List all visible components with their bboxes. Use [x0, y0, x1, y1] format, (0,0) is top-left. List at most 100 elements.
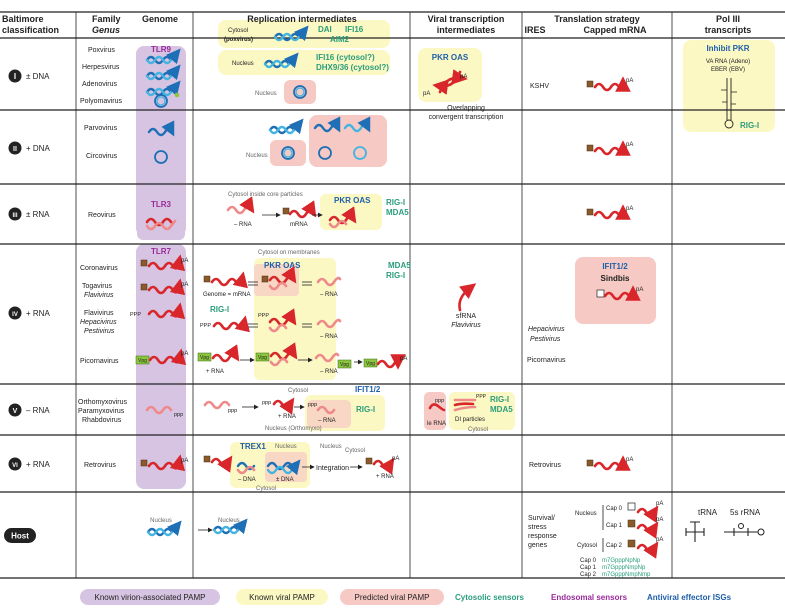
svg-text:pA: pA [400, 356, 407, 362]
cap0-label: Cap 0 [606, 506, 623, 512]
inhibit-pkr-label: Inhibit PKR [706, 44, 749, 53]
badge-vi-label: VI [12, 463, 18, 469]
legend-virion-swatch [80, 589, 220, 605]
legend-antiviral: Antiviral effector ISGs [647, 593, 732, 602]
svg-text:+ RNA: + RNA [278, 414, 296, 420]
cap-icon [365, 457, 373, 465]
svg-text:pA: pA [181, 458, 188, 464]
known-pamp-box-di [449, 392, 515, 430]
svg-text:ppp: ppp [262, 400, 271, 406]
badge-host [4, 528, 36, 543]
svg-text:– RNA: – RNA [234, 222, 252, 228]
ires-picornavirus: Picornavirus [527, 357, 566, 364]
legend-cytosolic: Cytosolic sensors [455, 593, 524, 602]
svg-text:pA: pA [460, 74, 467, 80]
legend: Known virion-associated PAMP Known viral… [80, 589, 732, 605]
ires-kshv: KSHV [530, 83, 549, 90]
cytosol-pox-label-1: Cytosol [228, 28, 248, 34]
svg-text:pA: pA [656, 501, 663, 507]
nucleus-label-vi-2: Nucleus [320, 444, 342, 450]
rep-plus-rna-corona [210, 271, 248, 289]
header-viral-tx-2: intermediates [437, 25, 496, 35]
header-capped: Capped mRNA [583, 25, 647, 35]
sensor-dai: DAI [318, 25, 332, 34]
trna-icon [685, 521, 705, 542]
badge-ii-label: II [13, 146, 17, 153]
header-genus: Genus [92, 25, 120, 35]
rep-plus-picorna [211, 344, 240, 363]
family-rhabdovirus: Rhabdovirus [82, 417, 122, 424]
predicted-pamp-box-le [424, 392, 446, 430]
predicted-pamp-box-ii-right [309, 115, 387, 167]
badge-iv-label: IV [12, 312, 18, 318]
cap1-seq-label: Cap 1 [580, 565, 597, 571]
capped-mrna-iii [593, 204, 631, 220]
svg-text:+ RNA: + RNA [206, 369, 224, 375]
cap-icon [140, 283, 148, 291]
header-ires: IRES [524, 25, 545, 35]
capped-mrna-vi [593, 455, 631, 471]
rep-ssdna-ii-2 [343, 116, 371, 133]
cap-icon [282, 207, 290, 215]
cytosol-label-vi-2: Cytosol [345, 448, 365, 454]
family-picornavirus: Picornavirus [80, 358, 119, 365]
svg-text:pA: pA [392, 456, 399, 462]
svg-text:Vpg: Vpg [258, 355, 267, 361]
family-hepacivirus: Hepacivirus [80, 319, 117, 326]
survival-1: Survival/ [528, 515, 555, 522]
host-nucleus-rep-label: Nucleus [218, 518, 240, 524]
virion-pamp-box-tlr3 [137, 200, 185, 240]
ires-hepacivirus: Hepacivirus [528, 326, 565, 333]
legend-known: Known viral PAMP [249, 593, 315, 602]
rep-neg-picorna [314, 352, 340, 363]
header-genome: Genome [142, 14, 178, 24]
legend-known-swatch [236, 589, 328, 605]
genome-column: TLR9 TLR3 TLR7 pA pA PPP Vpg pA ppp pA [130, 45, 188, 537]
core-particles-label: Cytosol inside core particles [228, 192, 303, 198]
genome-retro [147, 454, 186, 472]
sfrna-flavivirus-label: Flavivirus [451, 322, 481, 329]
header-replication: Replication intermediates [247, 14, 357, 24]
host-cytosol-tx: Cytosol [577, 543, 597, 549]
sensor-rig-i-iv: RIG-I [386, 271, 405, 280]
predicted-pamp-box-ii-left [270, 140, 306, 166]
family-poxvirus: Poxvirus [88, 47, 115, 54]
cap-icon [203, 455, 211, 463]
rrna-icon [724, 528, 758, 536]
sensor-pkr-oas-iv: PKR OAS [264, 261, 301, 270]
terminal-protein-icon [174, 92, 180, 98]
cap-icon [586, 80, 594, 88]
cap-icon [140, 259, 148, 267]
cap-icon [261, 275, 269, 283]
sensor-rig-i-pol3: RIG-I [740, 121, 759, 130]
family-parvovirus: Parvovirus [84, 125, 118, 132]
nucleus-label-i: Nucleus [232, 61, 254, 67]
sensor-pkr-oas-tx: PKR OAS [432, 53, 469, 62]
survival-2: stress [528, 524, 547, 531]
sensor-mda5-iii: MDA5 [386, 208, 409, 217]
badge-v [8, 403, 22, 417]
on-membranes-label: Cytosol on membranes [258, 250, 320, 256]
svg-text:Vpg: Vpg [340, 362, 349, 368]
tlr3-label: TLR3 [151, 200, 172, 209]
known-pamp-box-cytosol-pox [218, 20, 390, 48]
ssdna-parvo [147, 120, 175, 137]
rep-neg-flavi [316, 318, 342, 329]
row-i-type: ± DNA [26, 72, 50, 81]
replication-column: Cytosol (poxvirus) DAI IFI16 AIM2 Nucleu… [197, 25, 411, 535]
header-pol3-1: Pol III [716, 14, 740, 24]
svg-text:– RNA: – RNA [318, 418, 336, 424]
badge-i-label: I [14, 72, 16, 81]
svg-text:ppp: ppp [308, 402, 317, 408]
svg-text:Vpg: Vpg [200, 355, 209, 361]
genome-corona [147, 254, 186, 272]
family-flavivirus-genus: Flavivirus [84, 292, 114, 299]
integration-label: Integration [316, 465, 349, 472]
sensor-mda5-di: MDA5 [490, 405, 513, 414]
svg-text:pA: pA [181, 351, 188, 357]
rep-neg-v-2 [316, 405, 336, 415]
sensor-dhx: DHX9/36 (cytosol?) [316, 63, 389, 72]
tx-di-3 [453, 405, 477, 412]
badge-vi [8, 457, 22, 471]
rep-plus-v [272, 397, 295, 415]
